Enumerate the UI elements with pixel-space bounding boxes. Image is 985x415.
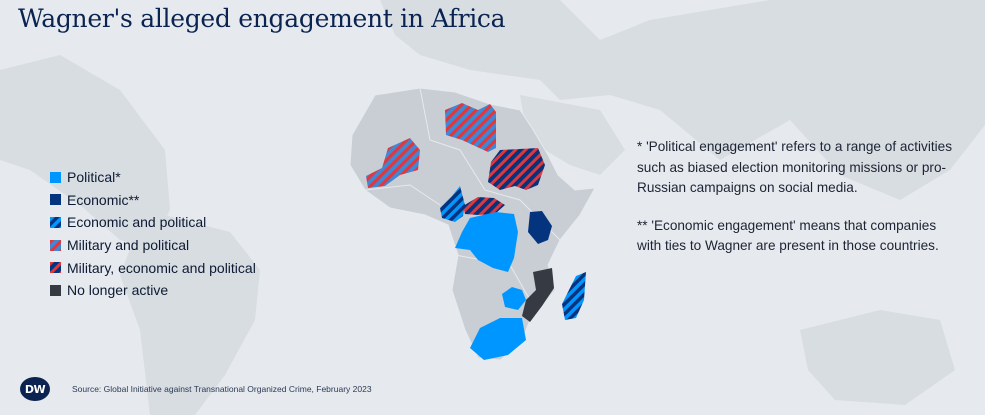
legend-swatch-economic: [50, 194, 61, 206]
country-zimbabwe: [502, 287, 526, 310]
dw-logo: DW: [20, 377, 50, 401]
footnotes: * 'Political engagement' refers to a ran…: [637, 137, 957, 274]
country-mali: [366, 138, 420, 188]
legend-item-military-political: Military and political: [50, 234, 256, 257]
country-car: [463, 197, 505, 215]
legend-label: Economic**: [67, 191, 140, 208]
footer: DW Source: Global Initiative against Tra…: [20, 377, 372, 401]
country-cameroon: [440, 186, 465, 222]
legend-label: No longer active: [67, 282, 169, 299]
legend-swatch-military-political: [50, 239, 61, 251]
country-kenya: [528, 211, 552, 244]
note-economic: ** 'Economic engagement' means that comp…: [637, 217, 939, 254]
legend-label: Military and political: [67, 237, 190, 254]
map-legend: Political* Economic** Economic and polit…: [50, 166, 256, 302]
country-mozambique: [522, 268, 554, 322]
legend-swatch-military-economic-political: [50, 262, 61, 274]
legend-swatch-economic-political: [50, 216, 61, 228]
legend-item-economic: Economic**: [50, 189, 256, 212]
country-south-africa: [470, 318, 526, 360]
legend-item-no-longer-active: No longer active: [50, 279, 256, 302]
country-drc: [455, 212, 518, 272]
legend-label: Military, economic and political: [67, 259, 256, 276]
page-title: Wagner's alleged engagement in Africa: [18, 4, 506, 33]
legend-label: Economic and political: [67, 214, 207, 231]
legend-swatch-political: [50, 171, 61, 183]
legend-swatch-no-longer-active: [50, 284, 61, 296]
legend-item-economic-political: Economic and political: [50, 211, 256, 234]
legend-item-military-economic-political: Military, economic and political: [50, 256, 256, 279]
country-libya: [445, 103, 496, 152]
source-text: Source: Global Initiative against Transn…: [72, 384, 372, 394]
legend-item-political: Political*: [50, 166, 256, 189]
legend-label: Political*: [67, 169, 121, 186]
note-political: * 'Political engagement' refers to a ran…: [637, 139, 952, 195]
country-sudan: [488, 148, 545, 190]
country-madagascar: [562, 272, 586, 320]
